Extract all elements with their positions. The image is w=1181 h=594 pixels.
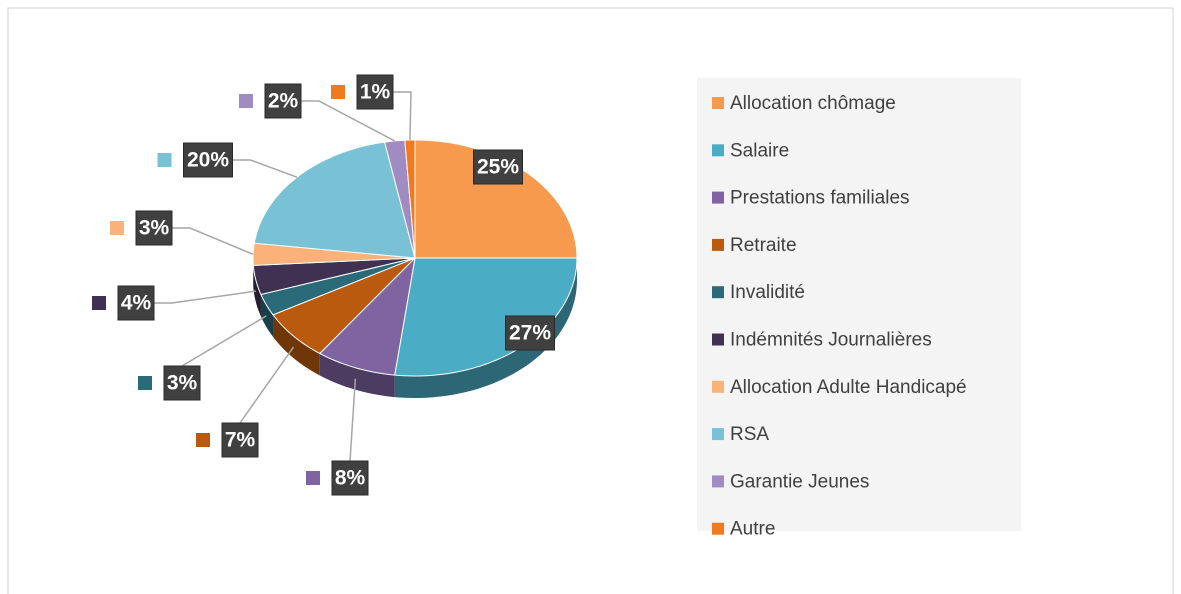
label-box <box>221 422 259 458</box>
leader-line <box>232 159 298 178</box>
data-label: 20% <box>187 149 229 172</box>
label-box <box>473 149 523 185</box>
data-label: 3% <box>139 217 170 240</box>
legend-swatch <box>712 380 724 393</box>
data-label: 1% <box>360 81 391 104</box>
legend-swatch <box>712 475 724 488</box>
legend-label: Allocation chômage <box>730 93 896 114</box>
data-label: 27% <box>509 322 551 345</box>
label-key <box>157 153 172 167</box>
leader-line <box>154 290 256 304</box>
legend-swatch <box>712 333 724 346</box>
label-key <box>138 376 152 390</box>
leader-line <box>181 315 267 367</box>
label-box <box>135 210 173 246</box>
slice-side <box>394 258 577 398</box>
label-key <box>331 85 345 99</box>
slice-side <box>273 314 320 376</box>
label-box <box>183 142 233 178</box>
label-key <box>92 296 106 310</box>
legend-label: Indémnités Journalières <box>730 330 932 351</box>
legend-label: Garantie Jeunes <box>730 471 869 492</box>
leader-line <box>393 91 412 141</box>
slice <box>404 139 416 259</box>
slice-side <box>319 353 395 398</box>
label-box <box>163 365 201 401</box>
data-label: 25% <box>477 156 519 179</box>
leader-line <box>239 346 295 424</box>
label-box <box>117 285 155 321</box>
legend-swatch <box>712 144 724 157</box>
legend-label: Prestations familiales <box>730 188 910 209</box>
legend-box <box>697 78 1021 531</box>
data-label: 7% <box>225 429 256 452</box>
leader-line <box>172 227 254 255</box>
label-key <box>239 94 253 108</box>
label-box <box>264 83 302 119</box>
legend-label: Autre <box>730 519 775 540</box>
data-label: 8% <box>335 467 366 490</box>
legend-label: Invalidité <box>730 282 805 303</box>
legend-swatch <box>712 286 724 299</box>
label-key <box>196 433 210 447</box>
data-label: 4% <box>121 292 152 315</box>
slice <box>414 139 578 259</box>
slice <box>272 257 416 355</box>
slice <box>252 257 416 296</box>
legend-swatch <box>712 238 724 251</box>
label-box <box>331 460 369 496</box>
slice <box>384 139 416 259</box>
slice-side <box>260 294 274 337</box>
slice <box>318 256 416 376</box>
legend-label: Allocation Adulte Handicapé <box>730 377 967 398</box>
legend-swatch <box>712 97 724 109</box>
leader-line <box>349 378 357 462</box>
legend-label: Salaire <box>730 140 789 161</box>
label-box <box>505 315 555 351</box>
data-label: 3% <box>167 372 198 395</box>
legend-swatch <box>712 428 724 441</box>
legend-swatch <box>712 522 724 535</box>
legend-swatch <box>712 191 724 204</box>
data-label: 2% <box>268 90 299 113</box>
slice <box>260 257 416 316</box>
label-key <box>110 221 124 235</box>
legend-label: Retraite <box>730 235 797 256</box>
label-key <box>306 471 320 485</box>
legend-label: RSA <box>730 424 769 445</box>
leader-line <box>301 100 396 142</box>
slice <box>252 242 416 266</box>
label-box <box>356 74 394 110</box>
